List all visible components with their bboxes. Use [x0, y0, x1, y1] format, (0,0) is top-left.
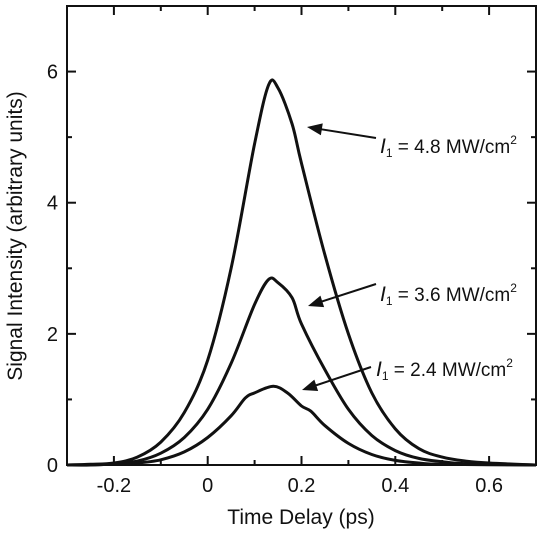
series-annotation-1: I1 = 4.8 MW/cm2	[380, 133, 517, 160]
series-annotation-2: I1 = 3.6 MW/cm2	[380, 281, 517, 308]
annotation-arrow-head	[307, 123, 323, 136]
annotation-arrow-line	[315, 127, 377, 139]
annotation-arrow-line	[310, 366, 372, 388]
annotation-arrow-line	[316, 283, 377, 305]
annotation-arrow-head	[302, 379, 319, 391]
annotations-layer: I1 = 4.8 MW/cm2 I1 = 3.6 MW/cm2 I1 = 2.4 M…	[302, 123, 517, 391]
x-tick-label: 0.2	[288, 475, 316, 497]
x-tick-label: 0.4	[381, 475, 409, 497]
x-tick-label: 0	[202, 475, 213, 497]
y-tick-label: 6	[47, 62, 58, 84]
series-line-1	[66, 78, 537, 467]
x-tick-label: 0.6	[475, 475, 503, 497]
series-layer	[66, 78, 537, 467]
series-line-3	[66, 384, 537, 467]
series-annotation-3: I1 = 2.4 MW/cm2	[376, 356, 513, 383]
x-tick-label: -0.2	[97, 475, 131, 497]
y-tick-label: 2	[47, 324, 58, 346]
y-tick-label: 4	[47, 193, 58, 215]
y-tick-label: 0	[47, 455, 58, 477]
y-axis-label: Signal Intensity (arbitrary units)	[4, 91, 27, 380]
plot-frame	[66, 5, 537, 466]
ticks-layer: -0.2 0 0.2 0.4 0.6 0 2 4 6	[47, 6, 537, 497]
annotation-arrow-head	[308, 295, 325, 308]
x-axis-label: Time Delay (ps)	[227, 506, 374, 529]
series-line-2	[66, 276, 537, 467]
